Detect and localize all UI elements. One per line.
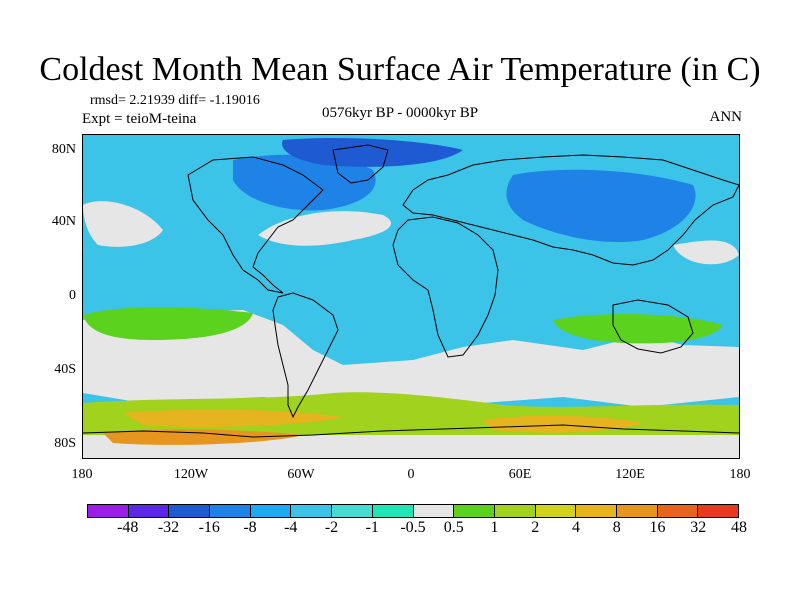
field-antarctic-east-hot (483, 415, 643, 433)
field-east-pacific-neutral (673, 240, 739, 265)
colorbar-swatch (210, 505, 251, 517)
colorbar-label: 8 (612, 519, 621, 536)
colorbar-label: -16 (198, 519, 220, 536)
colorbar-label: 2 (531, 519, 540, 536)
colorbar-label: 1 (490, 519, 499, 536)
colorbar-swatch (372, 505, 414, 517)
colorbar (87, 504, 739, 518)
coast-antarctica (83, 424, 739, 438)
lon-tick-label: 120W (173, 467, 209, 482)
colorbar-label: 16 (649, 519, 666, 536)
colorbar-swatch (535, 505, 577, 517)
lat-tick-label: 80N (51, 142, 76, 157)
colorbar-label: -32 (157, 519, 180, 536)
field-north-pacific-neutral (83, 201, 163, 247)
lon-tick-label: 180 (729, 467, 751, 482)
colorbar-swatch (291, 505, 333, 517)
field-indian-ocean-warm (553, 313, 723, 344)
anomaly-fields (83, 138, 739, 458)
temperature-map (83, 135, 739, 458)
lat-tick-label: 40N (51, 214, 76, 229)
lat-tick-label: 0 (69, 288, 76, 303)
colorbar-swatch (332, 505, 373, 517)
lon-tick-label: 60W (287, 467, 315, 482)
season-label: ANN (709, 109, 743, 125)
colorbar-swatch (169, 505, 211, 517)
coast-africa (392, 216, 499, 358)
colorbar-swatch (88, 505, 129, 517)
field-asia-cold (506, 169, 696, 243)
lon-tick-label: 120E (615, 467, 645, 482)
coast-australia (612, 299, 694, 354)
field-north-atlantic-neutral (258, 211, 392, 246)
lon-tick-label: 60E (508, 467, 532, 482)
colorbar-swatch (657, 505, 699, 517)
field-southern-ocean-hot (123, 409, 343, 428)
coast-north-america (187, 156, 324, 294)
colorbar-label: 4 (572, 519, 580, 536)
period-label: 0576kyr BP - 0000kyr BP (321, 105, 479, 121)
lon-tick-label: 180 (71, 467, 93, 482)
colorbar-label: -2 (324, 519, 339, 536)
colorbar-label: 0.5 (443, 519, 464, 536)
coastlines (83, 144, 739, 438)
colorbar-label: -48 (117, 519, 139, 536)
field-arctic-cold (282, 138, 463, 167)
coast-greenland (332, 144, 389, 184)
colorbar-label: -4 (284, 519, 298, 536)
colorbar-swatch (698, 505, 738, 517)
colorbar-swatch (128, 505, 170, 517)
colorbar-swatch (454, 505, 495, 517)
coast-south-america (272, 292, 339, 419)
colorbar-label: -1 (365, 519, 379, 536)
lat-tick-label: 40S (54, 362, 76, 377)
colorbar-label: 48 (731, 519, 747, 536)
colorbar-swatch (576, 505, 617, 517)
colorbar-label: -8 (243, 519, 257, 536)
lon-tick-label: 0 (407, 467, 415, 482)
field-canada-cold (233, 154, 376, 211)
colorbar-swatch (413, 505, 455, 517)
colorbar-label: 32 (690, 519, 707, 536)
stats-text: rmsd= 2.21939 diff= -1.19016 (90, 93, 260, 108)
experiment-label: Expt = teioM-teina (82, 111, 197, 127)
field-south-pacific-warm (83, 307, 253, 340)
map-panel (82, 134, 740, 459)
colorbar-swatch (250, 505, 292, 517)
field-antarctic-hot (103, 429, 303, 445)
plot-title: Coldest Month Mean Surface Air Temperatu… (39, 51, 761, 88)
colorbar-swatch (494, 505, 536, 517)
lat-tick-label: 80S (54, 436, 76, 451)
colorbar-label: -0.5 (400, 519, 426, 536)
coast-eurasia (402, 154, 739, 266)
colorbar-swatch (616, 505, 658, 517)
field-south-pacific-neutral (83, 310, 739, 410)
